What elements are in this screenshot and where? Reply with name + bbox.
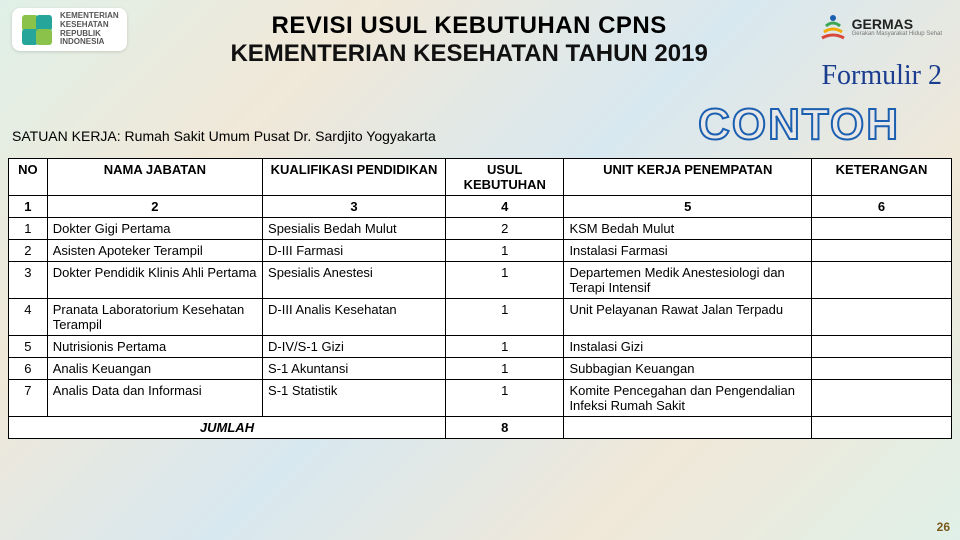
cell-nama: Nutrisionis Pertama	[47, 336, 262, 358]
cell-no: 7	[9, 380, 48, 417]
cell-usul: 1	[446, 380, 564, 417]
table-row: 4Pranata Laboratorium Kesehatan Terampil…	[9, 299, 952, 336]
cell-usul: 1	[446, 336, 564, 358]
cell-kual: Spesialis Bedah Mulut	[263, 218, 446, 240]
cell-nama: Asisten Apoteker Terampil	[47, 240, 262, 262]
cell-unit: Instalasi Gizi	[564, 336, 812, 358]
page-number: 26	[937, 520, 950, 534]
cell-no: 2	[9, 240, 48, 262]
germas-logo: GERMAS Gerakan Masyarakat Hidup Sehat	[812, 8, 948, 46]
cell-no: 6	[9, 358, 48, 380]
contoh-watermark: CONTOH	[698, 100, 900, 150]
ministry-text: KEMENTERIAN KESEHATAN REPUBLIK INDONESIA	[60, 12, 119, 47]
germas-sub: Gerakan Masyarakat Hidup Sehat	[852, 31, 942, 37]
cell-ket	[812, 218, 952, 240]
col-ket: KETERANGAN	[812, 159, 952, 196]
cell-nama: Dokter Pendidik Klinis Ahli Pertama	[47, 262, 262, 299]
cell-ket	[812, 336, 952, 358]
cell-no: 1	[9, 218, 48, 240]
title-line-1: REVISI USUL KEBUTUHAN CPNS	[127, 12, 812, 40]
ministry-logo: KEMENTERIAN KESEHATAN REPUBLIK INDONESIA	[12, 8, 127, 51]
footer-label: JUMLAH	[9, 417, 446, 439]
cell-unit: Unit Pelayanan Rawat Jalan Terpadu	[564, 299, 812, 336]
cell-unit: Instalasi Farmasi	[564, 240, 812, 262]
cell-ket	[812, 299, 952, 336]
cell-kual: D-IV/S-1 Gizi	[263, 336, 446, 358]
cell-unit: Komite Pencegahan dan Pengendalian Infek…	[564, 380, 812, 417]
cell-ket	[812, 262, 952, 299]
cell-unit: KSM Bedah Mulut	[564, 218, 812, 240]
data-table: NO NAMA JABATAN KUALIFIKASI PENDIDIKAN U…	[8, 158, 952, 439]
col-kual: KUALIFIKASI PENDIDIKAN	[263, 159, 446, 196]
cell-nama: Analis Keuangan	[47, 358, 262, 380]
satuan-kerja-value: Rumah Sakit Umum Pusat Dr. Sardjito Yogy…	[125, 128, 436, 144]
cell-usul: 1	[446, 358, 564, 380]
cell-no: 5	[9, 336, 48, 358]
table-row: 2Asisten Apoteker TerampilD-III Farmasi1…	[9, 240, 952, 262]
col-usul: USUL KEBUTUHAN	[446, 159, 564, 196]
table-row: 1Dokter Gigi PertamaSpesialis Bedah Mulu…	[9, 218, 952, 240]
cell-usul: 1	[446, 262, 564, 299]
satuan-kerja: SATUAN KERJA: Rumah Sakit Umum Pusat Dr.…	[12, 128, 436, 144]
cell-kual: S-1 Akuntansi	[263, 358, 446, 380]
cell-nama: Pranata Laboratorium Kesehatan Terampil	[47, 299, 262, 336]
cell-ket	[812, 240, 952, 262]
cell-ket	[812, 358, 952, 380]
table-row: 3Dokter Pendidik Klinis Ahli PertamaSpes…	[9, 262, 952, 299]
title-line-2: KEMENTERIAN KESEHATAN TAHUN 2019	[127, 40, 812, 68]
table-row: 7Analis Data dan InformasiS-1 Statistik1…	[9, 380, 952, 417]
cell-nama: Dokter Gigi Pertama	[47, 218, 262, 240]
ministry-mark-icon	[20, 13, 54, 47]
cell-usul: 1	[446, 240, 564, 262]
cell-usul: 2	[446, 218, 564, 240]
cell-kual: D-III Farmasi	[263, 240, 446, 262]
data-table-wrap: NO NAMA JABATAN KUALIFIKASI PENDIDIKAN U…	[8, 158, 952, 439]
cell-unit: Departemen Medik Anestesiologi dan Terap…	[564, 262, 812, 299]
germas-icon	[818, 12, 848, 42]
germas-label: GERMAS	[852, 17, 942, 31]
cell-nama: Analis Data dan Informasi	[47, 380, 262, 417]
col-unit: UNIT KERJA PENEMPATAN	[564, 159, 812, 196]
title-block: REVISI USUL KEBUTUHAN CPNS KEMENTERIAN K…	[127, 8, 812, 68]
cell-usul: 1	[446, 299, 564, 336]
table-header-row: NO NAMA JABATAN KUALIFIKASI PENDIDIKAN U…	[9, 159, 952, 196]
cell-kual: D-III Analis Kesehatan	[263, 299, 446, 336]
table-row: 5Nutrisionis PertamaD-IV/S-1 Gizi1Instal…	[9, 336, 952, 358]
formulir-label: Formulir 2	[821, 60, 942, 92]
col-nama: NAMA JABATAN	[47, 159, 262, 196]
slide-header: KEMENTERIAN KESEHATAN REPUBLIK INDONESIA…	[0, 0, 960, 100]
cell-no: 3	[9, 262, 48, 299]
satuan-kerja-label: SATUAN KERJA:	[12, 128, 121, 144]
cell-unit: Subbagian Keuangan	[564, 358, 812, 380]
table-footer-row: JUMLAH 8	[9, 417, 952, 439]
table-row: 6Analis KeuanganS-1 Akuntansi1Subbagian …	[9, 358, 952, 380]
cell-no: 4	[9, 299, 48, 336]
cell-ket	[812, 380, 952, 417]
cell-kual: Spesialis Anestesi	[263, 262, 446, 299]
footer-total: 8	[446, 417, 564, 439]
table-header-numbers: 1 2 3 4 5 6	[9, 196, 952, 218]
col-no: NO	[9, 159, 48, 196]
cell-kual: S-1 Statistik	[263, 380, 446, 417]
